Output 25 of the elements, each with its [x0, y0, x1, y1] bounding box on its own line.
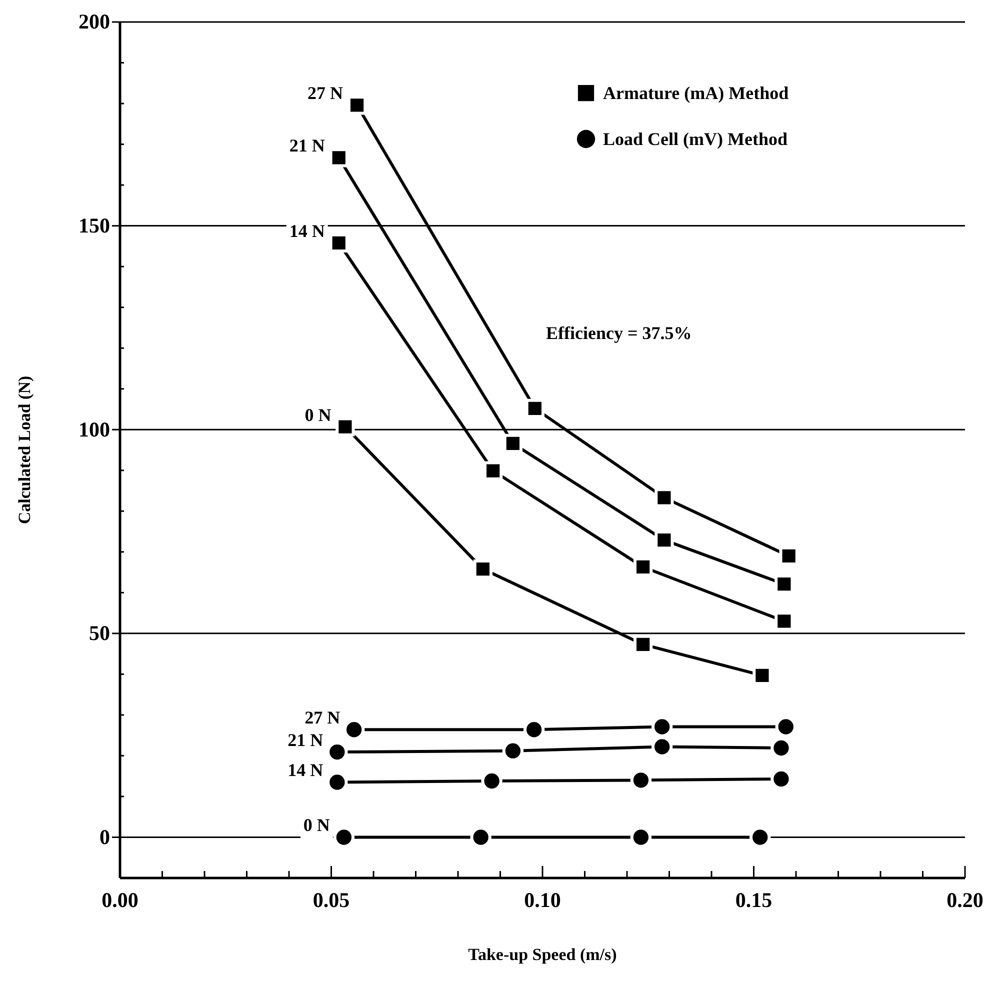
x-tick-label: 0.05	[312, 888, 350, 912]
x-tick-label: 0.15	[735, 888, 772, 912]
annotation: 21 N	[289, 136, 325, 156]
annotation: 14 N	[289, 220, 325, 241]
y-tick-label: 100	[78, 417, 110, 442]
y-tick-label: 150	[78, 214, 110, 238]
legend-label: Load Cell (mV) Method	[603, 129, 788, 149]
annotation: 0 N	[304, 404, 332, 425]
annotation: 21 N	[288, 730, 324, 750]
annotation: 0 N	[303, 815, 330, 836]
y-axis-title: Calculated Load (N)	[15, 376, 34, 524]
legend-label: Armature (mA) Method	[603, 83, 789, 103]
annotation: Efficiency = 37.5%	[546, 323, 692, 343]
x-tick-label: 0.20	[946, 888, 984, 912]
x-tick-label: 0.10	[524, 888, 561, 912]
y-tick-label: 200	[78, 10, 110, 34]
x-tick-label: 0.00	[102, 888, 138, 912]
point	[484, 461, 503, 480]
annotation: 27 N	[308, 83, 344, 104]
annotation: 14 N	[288, 760, 324, 780]
y-tick-label: 50	[89, 621, 110, 646]
annotation: 27 N	[304, 708, 340, 728]
y-tick-label: 0	[100, 824, 110, 849]
point	[503, 434, 522, 454]
x-axis-title: Take-up Speed (m/s)	[468, 945, 617, 964]
